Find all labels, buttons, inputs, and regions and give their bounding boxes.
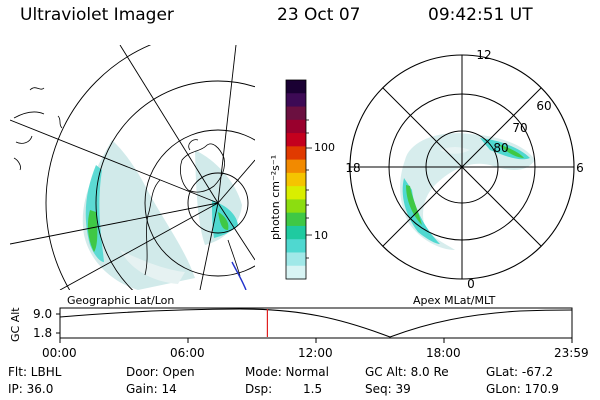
colorbar-label: photon cm⁻²s⁻¹ (269, 155, 282, 240)
glon-info: GLon: 170.9 (486, 382, 559, 396)
ip-info: IP: 36.0 (8, 382, 54, 396)
colorbar-tick-10: 10 (314, 229, 328, 242)
timeline-tick-0600: 06:00 (170, 346, 205, 360)
mode-info: Mode: Normal (245, 365, 329, 379)
colorbar-segment (286, 146, 306, 161)
geo-aurora-emission (82, 140, 242, 290)
timeline-tick-0000: 00:00 (42, 346, 77, 360)
image-date: 23 Oct 07 (277, 5, 361, 25)
seq-info: Seq: 39 (365, 382, 411, 396)
altitude-curve (59, 308, 573, 338)
colorbar-segment (286, 199, 306, 214)
mlt-label-6: 6 (576, 161, 584, 175)
geo-coastlines (13, 87, 241, 277)
mlt-label-18: 18 (345, 161, 360, 175)
app-title: Ultraviolet Imager (20, 5, 174, 25)
colorbar (286, 80, 306, 280)
image-time: 09:42:51 UT (428, 5, 533, 25)
colorbar-segment (286, 159, 306, 174)
colorbar-segment (286, 133, 306, 147)
timeline-tick-1800: 18:00 (426, 346, 461, 360)
colorbar-segment (286, 212, 306, 227)
timeline-tick-2359: 23:59 (554, 346, 589, 360)
colorbar-segment (286, 80, 306, 94)
geographic-map (10, 45, 255, 290)
colorbar-segment (286, 172, 306, 187)
timeline-tick-1200: 12:00 (298, 346, 333, 360)
colorbar-segment (286, 252, 306, 267)
dsp-label: Dsp: (245, 382, 273, 396)
glat-info: GLat: -67.2 (486, 365, 553, 379)
mlat-label-80: 80 (493, 141, 508, 155)
altitude-timeline (56, 307, 573, 343)
colorbar-segment (286, 93, 306, 108)
colorbar-segment (286, 119, 306, 134)
colorbar-segment (286, 106, 306, 121)
mlt-label-0: 0 (467, 277, 475, 291)
apex-aurora-emission (400, 133, 535, 250)
apex-map (350, 55, 574, 279)
geo-longitude-lines (10, 45, 255, 290)
colorbar-segment (286, 265, 306, 280)
geo-map-label: Geographic Lat/Lon (67, 294, 174, 307)
geo-latitude-circles (45, 45, 255, 290)
timeline-y-bottom: 1.8 (33, 326, 52, 340)
apex-grid (350, 55, 574, 279)
timeline-y-top: 9.0 (33, 307, 52, 321)
gc-alt-info: GC Alt: 8.0 Re (365, 365, 449, 379)
mlt-label-12: 12 (476, 48, 491, 62)
gain-info: Gain: 14 (126, 382, 177, 396)
mlat-label-70: 70 (512, 121, 527, 135)
colorbar-segment (286, 239, 306, 254)
mlat-label-60: 60 (536, 99, 551, 113)
apex-map-label: Apex MLat/MLT (413, 294, 496, 307)
colorbar-segment (286, 225, 306, 240)
colorbar-segment (286, 186, 306, 200)
dsp-value: 1.5 (303, 382, 323, 396)
door-info: Door: Open (126, 365, 195, 379)
colorbar-tick-100: 100 (314, 141, 335, 154)
filter-info: Flt: LBHL (8, 365, 62, 379)
timeline-axis-label: GC Alt (9, 307, 22, 342)
